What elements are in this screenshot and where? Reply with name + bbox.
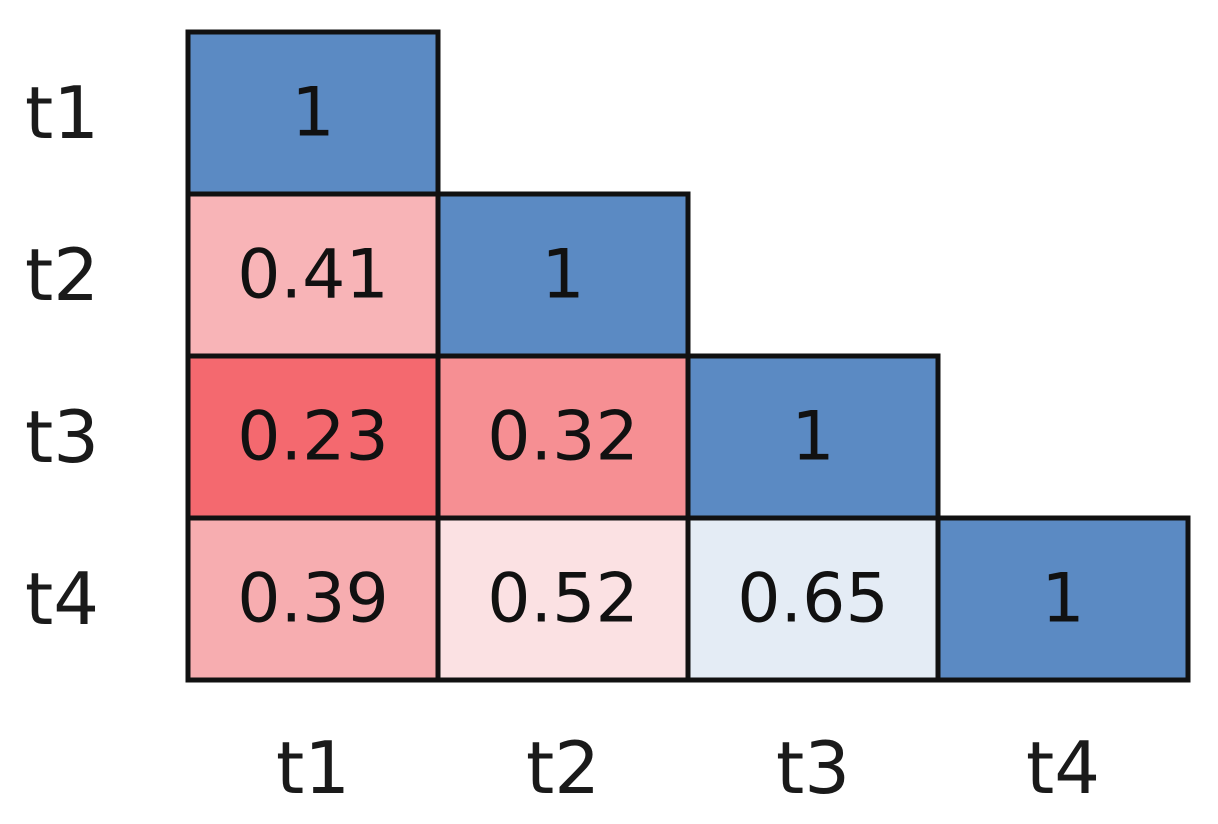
x-tick-label-t4: t4 — [1026, 726, 1100, 810]
cell-value-label: 0.39 — [237, 560, 388, 639]
y-tick-label-t2: t2 — [25, 233, 99, 317]
heatmap-cell-t4-t3: 0.65 — [685, 515, 941, 683]
heatmap-cell-t1-t1: 1 — [185, 29, 441, 197]
y-tick-label-t3: t3 — [25, 395, 99, 479]
heatmap-cell-t3-t3: 1 — [685, 353, 941, 521]
cell-value-label: 1 — [1041, 560, 1084, 639]
cell-value-label: 0.52 — [487, 560, 638, 639]
cell-value-label: 0.65 — [737, 560, 888, 639]
y-tick-label-t1: t1 — [25, 71, 99, 155]
heatmap-cell-t4-t4: 1 — [935, 515, 1191, 683]
x-tick-label-t2: t2 — [526, 726, 600, 810]
y-tick-label-t4: t4 — [25, 557, 99, 641]
cell-rect — [435, 515, 691, 683]
x-tick-label-t3: t3 — [776, 726, 850, 810]
x-tick-label-t1: t1 — [276, 726, 350, 810]
heatmap-cell-t4-t1: 0.39 — [185, 515, 441, 683]
heatmap-cell-t2-t2: 1 — [435, 191, 691, 359]
cell-value-label: 1 — [291, 74, 334, 153]
heatmap-cell-t4-t2: 0.52 — [435, 515, 691, 683]
cell-value-label: 1 — [541, 236, 584, 315]
cell-rect — [935, 515, 1191, 683]
cell-rect — [185, 29, 441, 197]
cell-value-label: 1 — [791, 398, 834, 477]
cell-rect — [685, 353, 941, 521]
heatmap-cell-t2-t1: 0.41 — [185, 191, 441, 359]
cell-value-label: 0.32 — [487, 398, 638, 477]
x-tick-labels: t1 t2 t3 t4 — [276, 726, 1100, 810]
cell-value-label: 0.23 — [237, 398, 388, 477]
heatmap-cell-t3-t2: 0.32 — [435, 353, 691, 521]
heatmap-cells: 1 0.41 1 0.23 0.32 1 0.39 0.52 0.65 1 — [185, 29, 1191, 683]
cell-rect — [185, 191, 441, 359]
cell-value-label: 0.41 — [237, 236, 388, 315]
cell-rect — [185, 515, 441, 683]
y-tick-labels: t1 t2 t3 t4 — [25, 71, 99, 641]
heatmap-cell-t3-t1: 0.23 — [185, 353, 441, 521]
cell-rect — [685, 515, 941, 683]
